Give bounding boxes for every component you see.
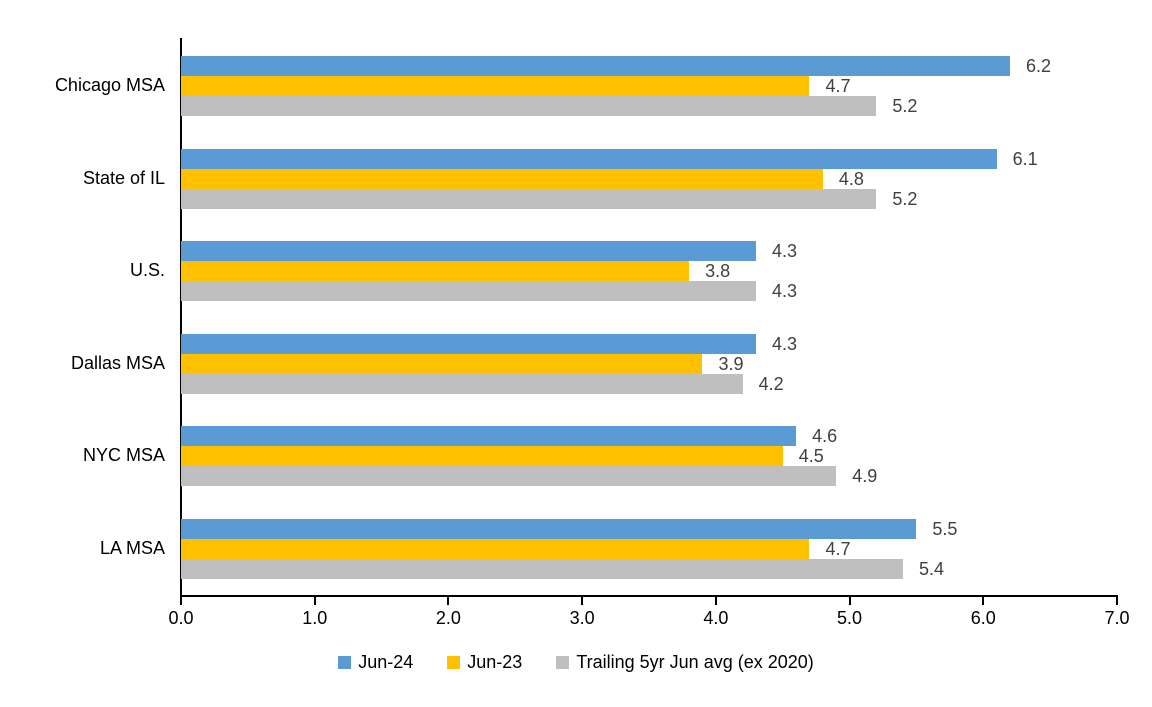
data-label: 4.3 [771,333,797,354]
x-tick-label: 6.0 [970,608,996,628]
data-label: 3.8 [705,261,731,282]
category-label: U.S. [129,260,165,281]
x-tick-label: 7.0 [1104,608,1130,628]
legend-label: Jun-23 [467,652,523,672]
x-tick-mark [982,597,985,605]
x-tick-mark [714,597,717,605]
data-label: 4.7 [825,76,851,97]
bar-jun-23 [181,76,810,97]
category-label: Dallas MSA [70,352,165,373]
bar-jun-23 [181,353,703,374]
data-label: 5.5 [932,518,958,539]
legend-item: Trailing 5yr Jun avg (ex 2020) [556,652,814,673]
x-tick-label: 0.0 [168,608,194,628]
data-label: 6.2 [1026,56,1052,77]
legend-item: Jun-24 [338,652,413,673]
data-label: 4.8 [838,168,864,189]
bar-jun-23 [181,168,823,189]
data-label: 4.3 [771,241,797,262]
data-label: 4.2 [758,373,784,394]
bar-jun-24 [181,241,756,262]
bar-trailing-5yr-jun-avg-ex-2020- [181,373,743,394]
data-label: 6.1 [1012,148,1038,169]
bar-jun-23 [181,446,783,467]
bar-jun-24 [181,333,756,354]
bar-trailing-5yr-jun-avg-ex-2020- [181,96,877,117]
x-tick-mark [180,597,182,605]
data-label: 5.2 [892,96,918,117]
x-tick-mark [313,597,316,605]
bar-trailing-5yr-jun-avg-ex-2020- [181,281,756,302]
category-label: NYC MSA [82,445,165,466]
legend-label: Jun-24 [358,652,414,672]
bar-jun-23 [181,538,810,559]
x-tick-label: 2.0 [435,608,461,628]
legend: Jun-24 Jun-23 Trailing 5yr Jun avg (ex 202… [0,652,1152,673]
plot-area: 6.2 4.7 5.2 6.1 4.8 5.2 4.3 3.8 4.3 4.3 3.9 4.2 4.6 4… [181,40,1117,595]
legend-label: Trailing 5yr Jun avg (ex 2020) [576,652,814,672]
data-label: 4.7 [825,538,851,559]
category-label: Chicago MSA [54,75,165,96]
bar-jun-24 [181,148,997,169]
x-tick-label: 4.0 [703,608,729,628]
legend-swatch-trailing-5yr-jun-avg-ex-2020- [556,656,570,669]
legend-swatch-jun-23 [447,656,461,669]
bar-jun-24 [181,426,797,447]
y-axis-line [180,38,182,597]
x-tick-mark [848,597,851,605]
data-label: 4.3 [771,281,797,302]
bar-jun-24 [181,56,1011,77]
x-tick-mark [1116,597,1118,605]
x-tick-label: 1.0 [302,608,328,628]
data-label: 5.2 [892,188,918,209]
legend-item: Jun-23 [447,652,522,673]
category-label: LA MSA [99,537,165,558]
data-label: 4.6 [812,426,838,447]
x-tick-label: 5.0 [837,608,863,628]
x-tick-mark [581,597,584,605]
data-label: 5.4 [919,558,945,579]
x-axis-line [180,595,1118,597]
category-label: State of IL [82,167,165,188]
bar-trailing-5yr-jun-avg-ex-2020- [181,558,904,579]
data-label: 4.5 [798,446,824,467]
bar-trailing-5yr-jun-avg-ex-2020- [181,466,837,487]
x-tick-mark [447,597,450,605]
bar-jun-24 [181,518,917,539]
bar-trailing-5yr-jun-avg-ex-2020- [181,188,877,209]
data-label: 4.9 [852,466,878,487]
data-label: 3.9 [718,353,744,374]
bar-jun-23 [181,261,690,282]
x-tick-label: 3.0 [569,608,595,628]
legend-swatch-jun-24 [338,656,352,669]
